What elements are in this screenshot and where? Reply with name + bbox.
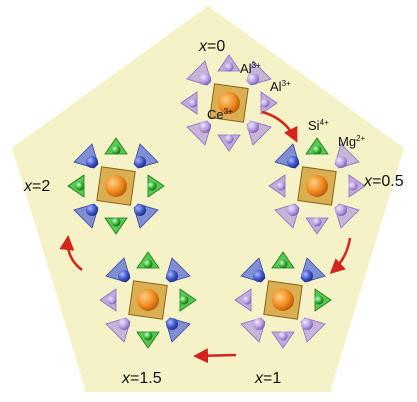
arrow-1-to-15 bbox=[193, 348, 237, 364]
axial-atom-0-0 bbox=[224, 62, 234, 72]
cluster-0 bbox=[180, 54, 278, 152]
stage-label-2: x=2 bbox=[23, 178, 50, 195]
atom-0-1 bbox=[247, 73, 259, 85]
atom-0-3 bbox=[199, 121, 211, 133]
stage-label-0: x=0 bbox=[198, 38, 225, 55]
ce-atom-3 bbox=[137, 289, 159, 311]
arrow-15-to-2 bbox=[59, 235, 83, 271]
ion-label-al-2: Al3+ bbox=[270, 79, 291, 94]
axial-atom-4-1 bbox=[147, 181, 157, 191]
axial-atom-0-1 bbox=[260, 98, 270, 108]
arrow-0-to-05 bbox=[261, 110, 298, 143]
ce-atom-0 bbox=[218, 92, 240, 114]
atom-0-0 bbox=[199, 73, 211, 85]
arrow-05-to-1 bbox=[329, 237, 352, 275]
atom-4-1 bbox=[134, 156, 146, 168]
axial-atom-2-2 bbox=[278, 331, 288, 341]
ion-label-mg: Mg2+ bbox=[338, 134, 366, 149]
atom-0-2 bbox=[247, 121, 259, 133]
atom-3-2 bbox=[166, 318, 178, 330]
atom-1-0 bbox=[287, 156, 299, 168]
axial-atom-0-3 bbox=[188, 98, 198, 108]
atom-2-0 bbox=[253, 270, 265, 282]
axial-atom-1-1 bbox=[348, 181, 358, 191]
atom-1-2 bbox=[335, 204, 347, 216]
axial-atom-4-2 bbox=[111, 217, 121, 227]
axial-atom-1-0 bbox=[312, 145, 322, 155]
atom-1-3 bbox=[287, 204, 299, 216]
atom-3-3 bbox=[118, 318, 130, 330]
axial-atom-1-3 bbox=[276, 181, 286, 191]
axial-atom-1-2 bbox=[312, 217, 322, 227]
cluster-3 bbox=[99, 251, 197, 349]
cluster-4 bbox=[67, 137, 165, 235]
ce-atom-4 bbox=[105, 175, 127, 197]
atom-2-3 bbox=[253, 318, 265, 330]
ion-label-al-1: Al3+ bbox=[240, 61, 261, 76]
axial-atom-3-2 bbox=[143, 331, 153, 341]
ion-label-ce: Ce3+ bbox=[207, 107, 233, 122]
atom-4-3 bbox=[86, 204, 98, 216]
stage-label-15: x=1.5 bbox=[121, 370, 162, 387]
axial-atom-0-2 bbox=[224, 134, 234, 144]
axial-atom-2-3 bbox=[242, 295, 252, 305]
stage-label-1: x=1 bbox=[254, 370, 281, 387]
axial-atom-3-1 bbox=[179, 295, 189, 305]
atom-1-1 bbox=[335, 156, 347, 168]
atom-2-2 bbox=[301, 318, 313, 330]
ion-label-si: Si4+ bbox=[308, 118, 329, 133]
ce-atom-1 bbox=[306, 175, 328, 197]
pentagon-background bbox=[12, 6, 404, 392]
axial-atom-2-1 bbox=[314, 295, 324, 305]
atom-3-0 bbox=[118, 270, 130, 282]
atom-4-2 bbox=[134, 204, 146, 216]
cluster-1 bbox=[268, 137, 366, 235]
axial-atom-3-3 bbox=[107, 295, 117, 305]
ce-atom-2 bbox=[272, 289, 294, 311]
cluster-2 bbox=[234, 251, 332, 349]
atom-4-0 bbox=[86, 156, 98, 168]
stage-label-05: x=0.5 bbox=[363, 173, 404, 190]
axial-atom-2-0 bbox=[278, 259, 288, 269]
axial-atom-4-3 bbox=[75, 181, 85, 191]
axial-atom-4-0 bbox=[111, 145, 121, 155]
atom-2-1 bbox=[301, 270, 313, 282]
atom-3-1 bbox=[166, 270, 178, 282]
axial-atom-3-0 bbox=[143, 259, 153, 269]
